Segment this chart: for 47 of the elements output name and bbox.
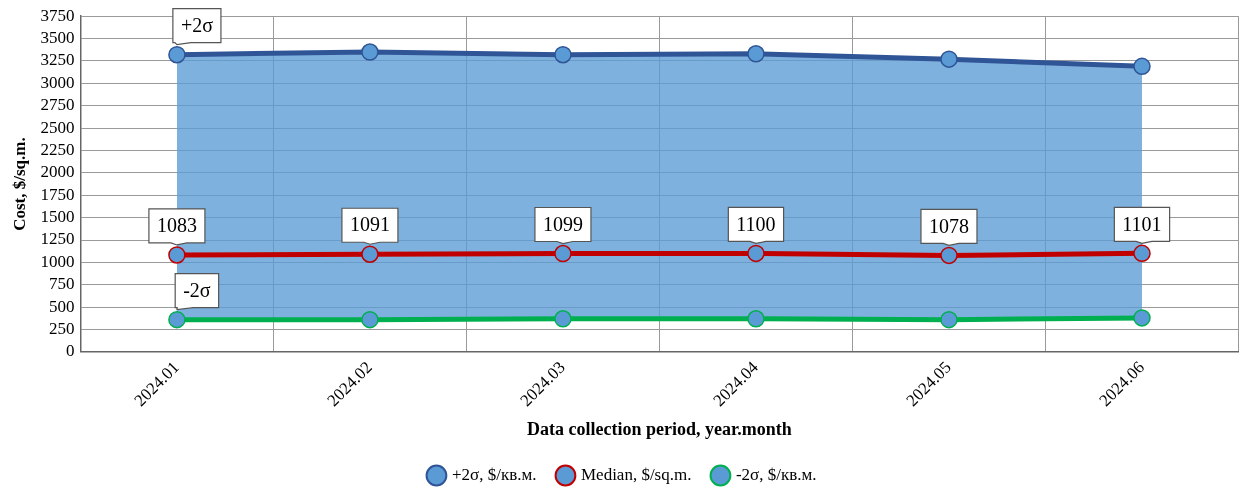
data-label: 1099 [542,212,583,235]
y-tick-label: 750 [48,274,75,294]
point [361,310,379,329]
y-tick-label: 3250 [40,50,75,70]
y-tick-label: 3750 [40,5,75,25]
point [168,246,186,264]
data-label: 1101 [1122,212,1162,235]
point [747,244,765,263]
point [747,45,765,63]
data-label: 1083 [156,214,197,237]
point [940,50,958,68]
point [168,45,186,64]
point [554,244,572,263]
y-tick-label: 3500 [40,28,75,48]
data-label: 1100 [736,212,776,235]
point [747,310,765,328]
y-tick-label: 0 [65,341,75,361]
point [361,245,379,263]
y-axis-title: Cost, $/sq.m. [9,137,29,231]
y-tick-label: 500 [48,296,75,316]
point [1133,309,1151,327]
annotation: +2σ [180,13,214,36]
point [940,310,958,329]
annotation: -2σ [183,278,211,301]
point [554,310,572,328]
point [940,246,958,265]
legend-label: Median, $/sq.m. [580,464,692,484]
data-label: 1091 [349,213,390,236]
y-tick-label: 250 [48,319,75,338]
legend-label: +2σ, $/кв.м. [451,464,537,484]
legend-label: -2σ, $/кв.м. [735,464,817,484]
point [168,310,186,329]
point [361,43,379,61]
data-label: 1078 [928,214,969,237]
point [554,45,572,64]
point [1133,244,1151,263]
y-tick-label: 1500 [40,207,75,227]
point [1133,57,1151,76]
y-tick-label: 1250 [40,229,75,249]
y-tick-label: 2750 [40,95,75,115]
y-tick-label: 1750 [40,184,75,204]
y-tick-label: 1000 [40,251,75,271]
y-tick-label: 2000 [40,162,75,182]
y-tick-label: 2250 [40,139,75,159]
x-axis-title: Data collection period, year.month [527,418,792,439]
y-tick-label: 3000 [40,72,75,92]
y-tick-label: 2500 [40,117,75,137]
